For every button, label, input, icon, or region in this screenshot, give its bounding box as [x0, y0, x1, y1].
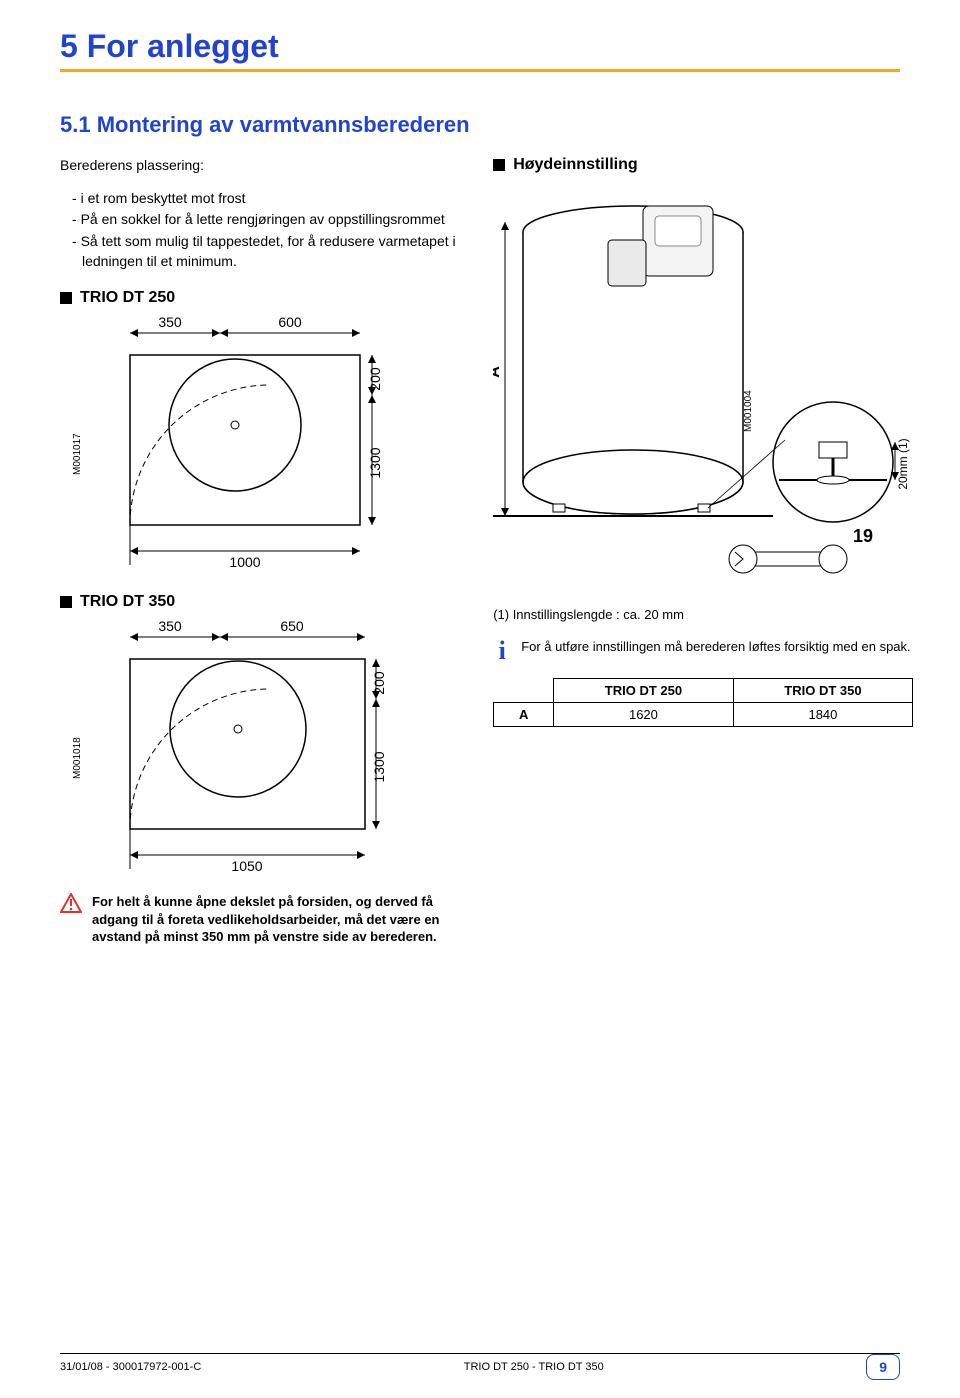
ref-text: M001017: [72, 433, 83, 475]
page-number: 9: [866, 1354, 900, 1380]
page-title: 5 For anlegget: [60, 28, 900, 65]
list-item: Så tett som mulig til tappestedet, for å…: [72, 232, 463, 271]
warning-icon: [60, 893, 82, 946]
model1-heading-text: TRIO DT 250: [80, 289, 175, 307]
footer-center: TRIO DT 250 - TRIO DT 350: [464, 1361, 604, 1373]
dim-text: 1050: [231, 858, 262, 874]
dim-text: 350: [158, 315, 182, 330]
placement-list: i et rom beskyttet mot frost På en sokke…: [60, 189, 463, 271]
height-heading-text: Høydeinnstilling: [513, 156, 637, 174]
plan-diagram-350: 350 650 200 1300 1050 M001018: [60, 619, 420, 879]
model2-heading-text: TRIO DT 350: [80, 593, 175, 611]
dim-text: 1000: [229, 554, 260, 570]
dim-text: 200: [371, 671, 387, 695]
list-item: På en sokkel for å lette rengjøringen av…: [72, 210, 463, 230]
dim-label-a: A: [493, 366, 503, 378]
ref-text: M001004: [743, 390, 754, 432]
table-row-label: A: [494, 702, 554, 726]
dimensions-table: TRIO DT 250 TRIO DT 350 A 1620 1840: [493, 678, 913, 727]
table-header: TRIO DT 350: [733, 678, 913, 702]
height-heading: Høydeinnstilling: [493, 156, 913, 174]
footer-left: 31/01/08 - 300017972-001-C: [60, 1361, 201, 1373]
placement-label: Berederens plassering:: [60, 156, 463, 175]
dim-text: 650: [280, 619, 304, 634]
dim-text: 600: [278, 315, 302, 330]
model1-heading: TRIO DT 250: [60, 289, 463, 307]
plan-diagram-250: 350 600 200 1300: [60, 315, 420, 575]
caption-1: (1) Innstillingslengde : ca. 20 mm: [493, 606, 913, 624]
table-cell: 1620: [554, 702, 734, 726]
section-heading: 5.1 Montering av varmtvannsberederen: [60, 112, 900, 138]
dim-text: 200: [367, 367, 383, 391]
foot-label: 20mm (1): [896, 438, 910, 489]
table-cell: 1840: [733, 702, 913, 726]
dim-text: 1300: [367, 447, 383, 478]
wrench-icon: [729, 545, 847, 573]
model2-heading: TRIO DT 350: [60, 593, 463, 611]
list-item: i et rom beskyttet mot frost: [72, 189, 463, 209]
warning-text: For helt å kunne åpne dekslet på forside…: [92, 893, 463, 946]
dim-text: 1300: [371, 751, 387, 782]
ref-text: M001018: [72, 737, 83, 779]
info-icon: i: [493, 638, 511, 664]
height-diagram: A M001004 20mm (1): [493, 182, 913, 602]
dim-text: 350: [158, 619, 182, 634]
title-rule: [60, 69, 900, 72]
info-note: For å utføre innstillingen må berederen …: [521, 638, 910, 664]
table-header: TRIO DT 250: [554, 678, 734, 702]
wrench-size: 19: [853, 526, 873, 546]
